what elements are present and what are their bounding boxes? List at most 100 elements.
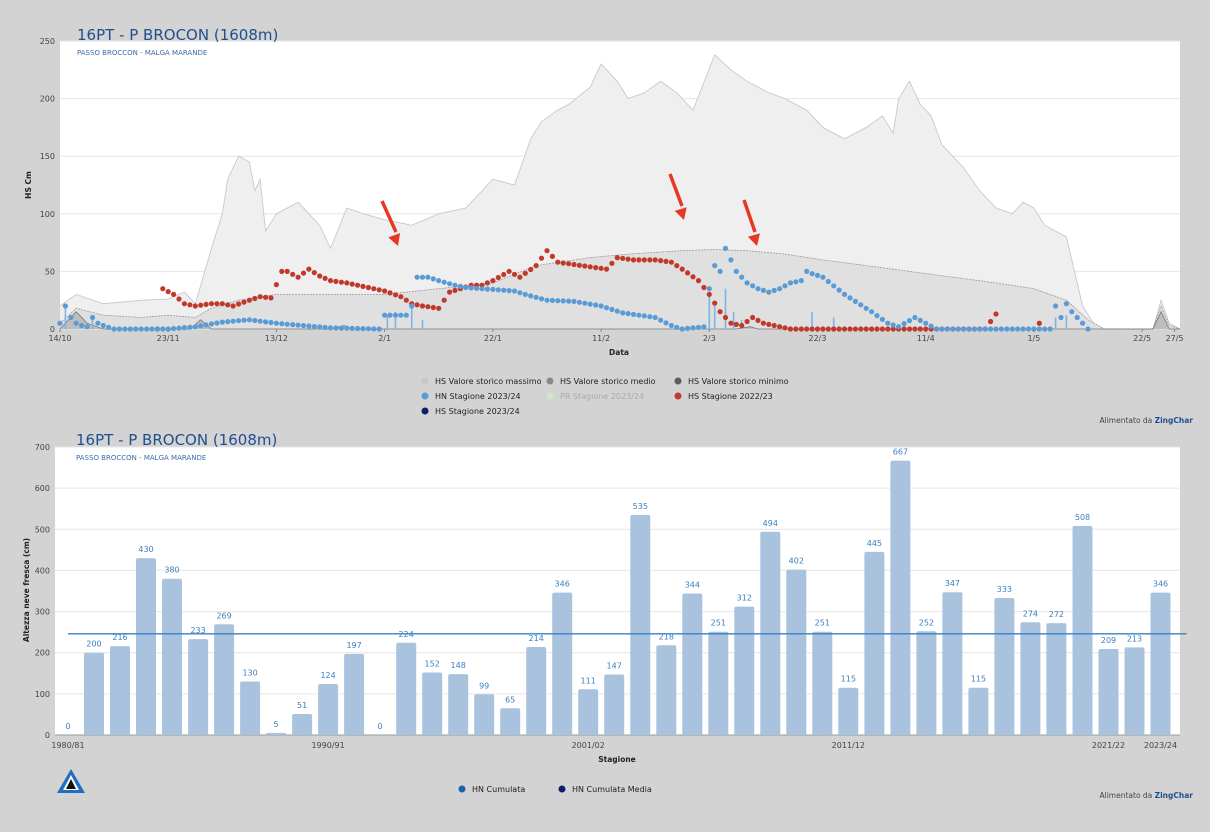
bar-data-label: 535 (633, 502, 648, 511)
hs-2022-23-point (652, 257, 658, 263)
legend-marker (558, 785, 566, 793)
hs-2023-24-point (717, 268, 723, 274)
hs-2023-24-point (387, 312, 393, 318)
hs-2022-23-point (571, 261, 577, 268)
hs-2023-24-point (452, 282, 458, 288)
hs-2023-24-point (398, 312, 404, 318)
hs-2023-24-point (355, 325, 361, 332)
hs-2023-24-point (425, 274, 431, 280)
hs-2023-24-point (506, 288, 512, 294)
annotation-arrow-head (674, 207, 687, 220)
bar (84, 652, 104, 735)
hs-2023-24-point (528, 293, 534, 299)
hs-2022-23-point (923, 326, 929, 332)
hs-2022-23-point (744, 318, 750, 325)
hs-2022-23-point (284, 268, 290, 274)
annotation-arrow (668, 173, 684, 207)
x-tick-label: 11/2 (592, 334, 610, 343)
hs-2023-24-point (831, 283, 837, 289)
hs-2022-23-point (847, 326, 853, 332)
hs-2023-24-point (896, 324, 902, 330)
hs-2022-23-point (371, 286, 377, 292)
hs-2022-23-point (398, 294, 404, 300)
bar-data-label: 218 (659, 632, 674, 641)
legend-marker (421, 392, 429, 400)
hs-2022-23-point (365, 284, 371, 291)
hs-2023-24-point (879, 316, 886, 322)
hs-2022-23-point (517, 274, 523, 280)
hs-2022-23-point (993, 311, 999, 317)
hs-2023-24-point (171, 325, 177, 332)
hs-2022-23-point (1036, 320, 1042, 326)
hs-2022-23-point (360, 283, 366, 289)
hs-2022-23-point (582, 263, 588, 269)
hs-2022-23-point (717, 309, 723, 315)
hs-2023-24-point (971, 326, 978, 332)
hs-2023-24-point (57, 320, 63, 326)
y-tick-label: 100 (35, 690, 50, 699)
hs-2022-23-point (544, 248, 550, 254)
x-tick-label: 1980/81 (51, 741, 84, 750)
hs-2022-23-point (814, 326, 821, 332)
bar (630, 514, 651, 735)
hs-2022-23-point (338, 279, 344, 285)
legend-label: HS Valore storico massimo (435, 377, 542, 386)
hs-2023-24-point (1025, 326, 1032, 332)
hn-bar (410, 305, 413, 329)
hs-2023-24-point (149, 326, 155, 332)
bar (578, 689, 599, 735)
hs-2023-24-point (100, 322, 106, 329)
hs-2023-24-point (858, 302, 864, 308)
hs-2022-23-point (804, 326, 810, 332)
hs-2023-24-point (560, 298, 566, 304)
hs-2023-24-point (474, 285, 480, 291)
hs-2022-23-point (771, 322, 777, 329)
hs-2023-24-point (549, 297, 556, 303)
bar (786, 569, 807, 735)
hn-bar (386, 315, 389, 329)
legend-label: PR Stagione 2023/24 (560, 392, 644, 401)
hs-2023-24-point (1080, 320, 1086, 326)
bar (422, 672, 443, 735)
hn-bar (64, 308, 67, 329)
hs-2022-23-point (533, 263, 539, 269)
hs-2022-23-point (192, 303, 198, 309)
bar-data-label: 508 (1075, 513, 1090, 522)
hs-2022-23-point (782, 325, 788, 331)
hs-2023-24-point (127, 326, 133, 332)
hs-2022-23-point (300, 270, 307, 276)
hs-2022-23-point (268, 295, 274, 301)
hs-2023-24-point (409, 303, 415, 309)
hs-2023-24-point (998, 326, 1005, 332)
hs-2023-24-point (658, 317, 664, 323)
hs-2023-24-point (403, 312, 409, 318)
hs-2023-24-point (62, 303, 68, 309)
x-tick-label: 2021/22 (1092, 741, 1125, 750)
bar-data-label: 124 (320, 671, 335, 680)
annotation-arrow (380, 200, 398, 233)
legend-label: HS Stagione 2023/24 (435, 407, 520, 416)
hs-2022-23-point (387, 290, 393, 296)
bar-data-label: 333 (997, 585, 1012, 594)
powered-by-text: Alimentato da ZingChar (1100, 791, 1194, 800)
bar-data-label: 347 (945, 579, 960, 588)
annotation-arrow (742, 199, 757, 233)
hs-2022-23-point (755, 317, 761, 323)
annotation-arrow-head (747, 233, 760, 246)
hs-2022-23-point (598, 265, 604, 271)
bar-data-label: 5 (274, 720, 279, 729)
legend-marker (546, 392, 554, 400)
bar-data-label: 115 (841, 675, 856, 684)
hs-2023-24-point (587, 301, 593, 307)
y-tick-label: 150 (40, 152, 55, 161)
hs-2023-24-point (333, 325, 339, 331)
x-tick-label: 1990/91 (311, 741, 344, 750)
hs-2022-23-point (912, 326, 918, 332)
hs-2023-24-point (674, 324, 680, 330)
bar (708, 631, 729, 735)
hs-2023-24-point (750, 283, 756, 289)
powered-by-text: Alimentato da ZingChar (1100, 416, 1194, 425)
bar-data-label: 346 (555, 580, 570, 589)
hs-2023-24-point (160, 326, 166, 332)
hs-2023-24-point (901, 321, 907, 327)
